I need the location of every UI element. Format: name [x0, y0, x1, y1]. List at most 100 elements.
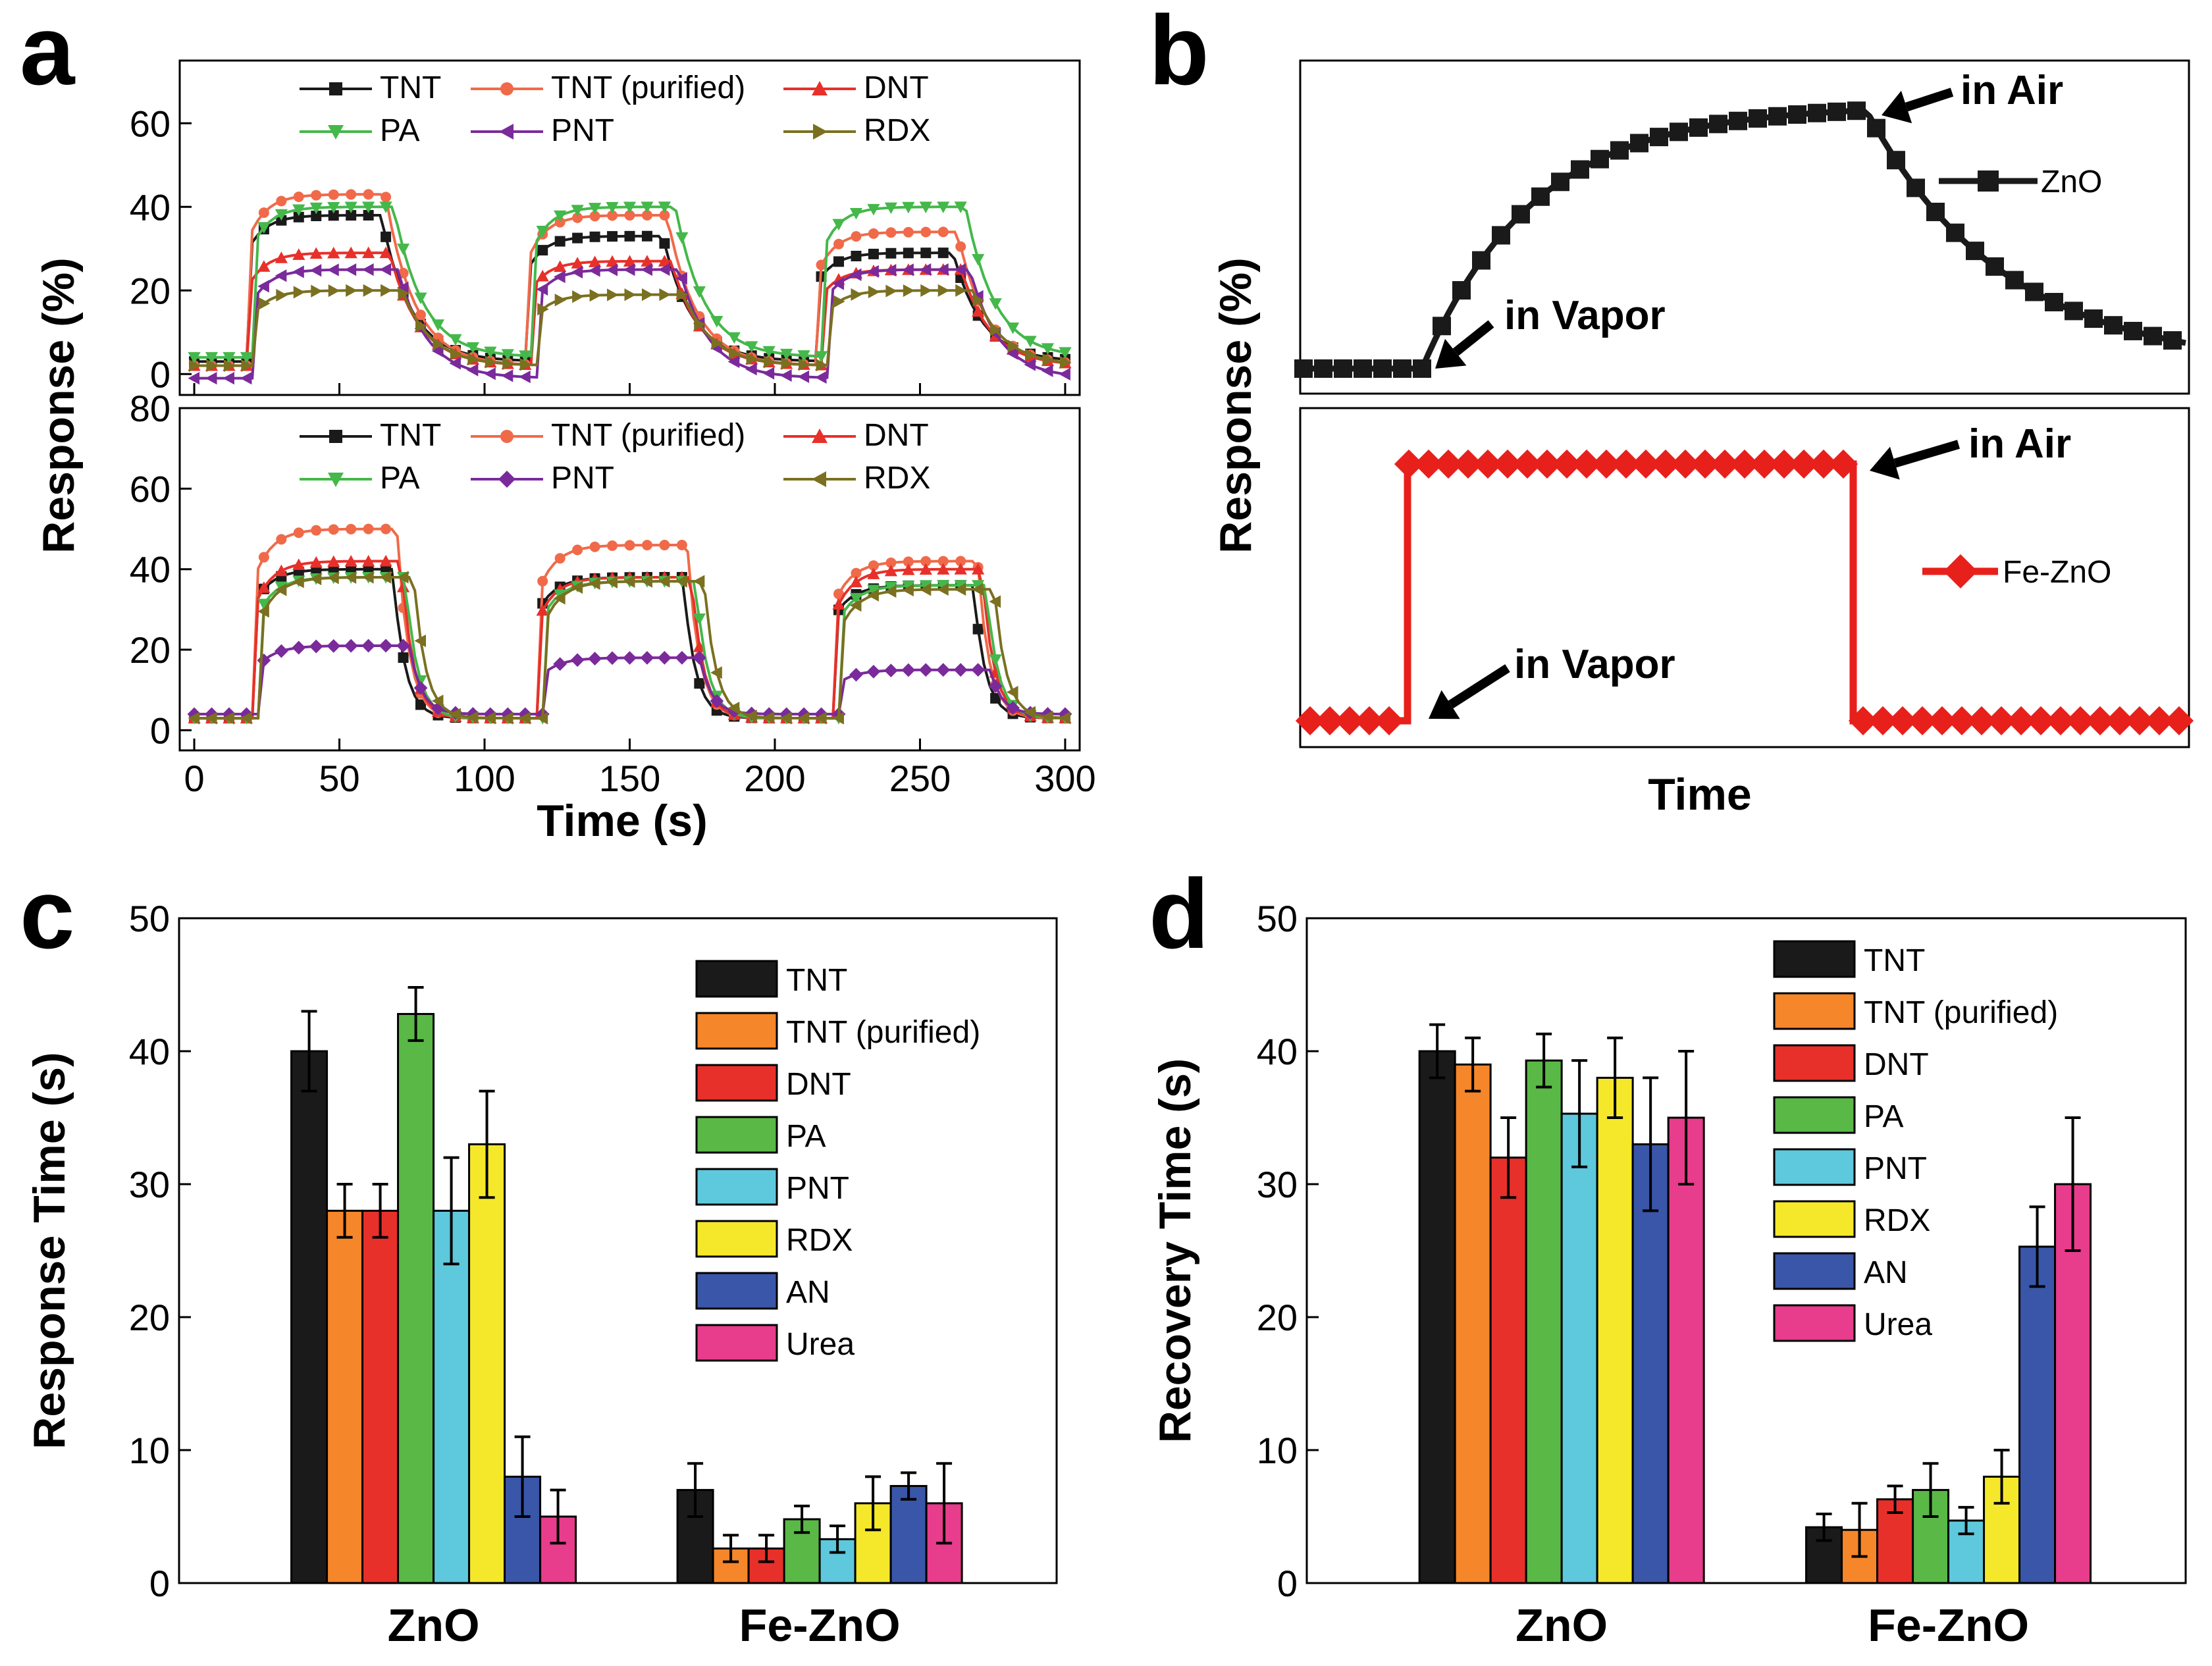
- data-point: [606, 201, 619, 214]
- data-point: [955, 284, 967, 297]
- data-point: [659, 288, 672, 301]
- data-point: [762, 346, 776, 358]
- data-point: [780, 712, 792, 725]
- data-point: [624, 288, 637, 301]
- data-point: [466, 711, 479, 724]
- annotation: in Air: [1870, 421, 2071, 480]
- data-point: [641, 288, 654, 301]
- data-point: [883, 664, 898, 678]
- data-point: [501, 369, 514, 382]
- data-point: [257, 605, 269, 618]
- data-point: [292, 265, 304, 278]
- data-point: [396, 244, 410, 255]
- legend-swatch: [695, 960, 778, 998]
- data-point: [658, 650, 672, 665]
- data-point: [188, 712, 200, 725]
- legend-swatch: [1773, 1044, 1856, 1082]
- data-point: [1868, 706, 1898, 736]
- data-point: [764, 355, 776, 369]
- series-pnt: [188, 263, 1070, 385]
- category-label: ZnO: [1515, 1600, 1608, 1651]
- data-point: [1966, 706, 1997, 736]
- data-point: [954, 583, 966, 596]
- data-point: [414, 634, 427, 648]
- data-point: [972, 305, 985, 317]
- data-point: [2005, 271, 2024, 290]
- data-point: [309, 639, 323, 654]
- legend-swatch: [695, 1064, 778, 1102]
- legend-label: PNT: [786, 1171, 849, 1206]
- legend-label: DNT: [864, 418, 929, 453]
- data-point: [484, 712, 496, 725]
- x-tick-label: 250: [889, 758, 951, 799]
- data-point: [1354, 706, 1384, 736]
- data-point: [293, 191, 304, 202]
- data-point: [431, 319, 445, 331]
- data-point: [1847, 101, 1866, 120]
- data-point: [937, 556, 949, 567]
- data-point: [2065, 301, 2083, 321]
- data-point: [816, 359, 828, 372]
- data-point: [641, 575, 652, 588]
- legend-swatch: [1773, 1200, 1856, 1238]
- data-point: [1986, 706, 2016, 736]
- data-point: [361, 638, 376, 653]
- data-point: [1512, 205, 1530, 224]
- data-point: [588, 577, 600, 590]
- data-point: [623, 255, 637, 267]
- data-point: [2045, 706, 2076, 736]
- data-point: [311, 190, 322, 201]
- data-point: [536, 269, 549, 282]
- data-point: [1295, 706, 1325, 736]
- data-point: [658, 201, 672, 213]
- data-point: [572, 544, 583, 556]
- legend-swatch: [695, 1220, 778, 1258]
- data-point: [362, 201, 375, 213]
- data-point: [223, 359, 236, 373]
- data-point: [903, 226, 914, 238]
- data-point: [937, 284, 950, 297]
- data-point: [328, 210, 339, 221]
- data-point: [1294, 359, 1313, 378]
- data-point: [554, 270, 566, 284]
- data-point: [346, 189, 357, 200]
- data-point: [362, 263, 374, 276]
- data-point: [901, 663, 916, 677]
- legend-marker: [329, 82, 342, 95]
- plot-frame: [178, 917, 1058, 1584]
- y-tick-label: 50: [1257, 898, 1298, 939]
- data-point: [309, 202, 323, 215]
- panel-a-subplot-bottom: 0 20 40 60 80 0 50 100 150 200 250 300 TNT TNT (purif…: [130, 388, 1096, 799]
- data-point: [919, 263, 932, 276]
- data-point: [206, 359, 219, 373]
- legend-fe-zno: Fe-ZnO: [1922, 554, 2111, 590]
- bar-dnt: [1489, 1157, 1527, 1584]
- data-point: [605, 651, 619, 665]
- data-point: [607, 210, 618, 221]
- data-point: [833, 588, 844, 600]
- data-point: [989, 595, 1001, 608]
- annotation: in Air: [1882, 68, 2063, 124]
- bar-urea: [1667, 1116, 1705, 1584]
- data-point: [606, 263, 618, 276]
- data-point: [832, 219, 845, 231]
- bar-pnt: [1560, 1112, 1598, 1584]
- data-point: [1828, 102, 1846, 121]
- data-point: [694, 678, 705, 689]
- y-tick-label: 40: [130, 549, 171, 590]
- data-point: [1433, 449, 1463, 479]
- data-point: [292, 204, 305, 217]
- annotation-arrow-head: [1435, 338, 1467, 369]
- data-point: [346, 210, 357, 221]
- legend-label: RDX: [864, 461, 930, 496]
- y-tick-label: 0: [149, 1563, 170, 1604]
- data-point: [274, 644, 288, 658]
- data-point: [363, 210, 374, 221]
- annotation-label: in Vapor: [1514, 642, 1675, 687]
- series-tnt: [189, 563, 1070, 724]
- data-point: [275, 209, 288, 221]
- data-point: [1373, 359, 1392, 378]
- data-point: [554, 210, 567, 222]
- y-tick-label: 40: [130, 186, 171, 228]
- annotation-arrow-head: [1429, 690, 1460, 719]
